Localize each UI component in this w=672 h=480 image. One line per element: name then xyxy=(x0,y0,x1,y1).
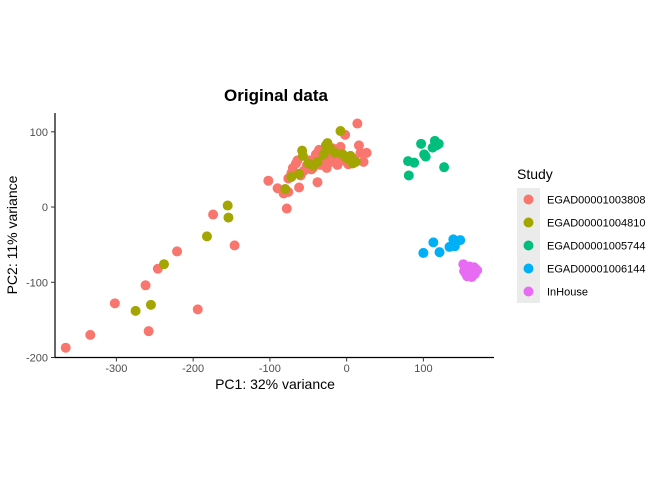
data-point xyxy=(403,170,414,181)
data-point xyxy=(281,203,292,214)
x-axis-ticks: -300 -200 -100 0 100 xyxy=(105,357,433,375)
legend-label: EGAD00001004810 xyxy=(547,218,645,230)
y-tick-label: 100 xyxy=(30,127,48,139)
legend-label: InHouse xyxy=(547,287,588,299)
data-point xyxy=(358,156,369,167)
y-axis-title: PC2: 11% variance xyxy=(4,175,20,294)
data-point xyxy=(409,157,420,168)
data-point xyxy=(294,182,305,193)
legend: EGAD00001003808 EGAD00001004810 EGAD000010… xyxy=(517,188,645,303)
x-axis-title: PC1: 32% variance xyxy=(215,376,335,392)
legend-key xyxy=(523,286,534,297)
data-point xyxy=(263,175,274,186)
data-point xyxy=(455,235,466,246)
data-point xyxy=(318,149,329,160)
series-egad00001004810 xyxy=(130,126,361,316)
data-point xyxy=(222,200,233,211)
data-point xyxy=(297,150,308,161)
data-point xyxy=(361,147,372,158)
data-point xyxy=(140,280,151,291)
data-point xyxy=(472,265,483,276)
data-point xyxy=(418,247,429,258)
x-tick-label: -100 xyxy=(259,363,281,375)
data-point xyxy=(280,183,291,194)
data-point xyxy=(353,140,364,151)
x-tick-label: 0 xyxy=(344,363,350,375)
legend-key xyxy=(523,263,534,274)
data-point xyxy=(109,298,120,309)
data-point xyxy=(434,247,445,258)
data-point xyxy=(330,147,341,158)
legend-key xyxy=(523,217,534,228)
data-point xyxy=(294,168,305,179)
data-point xyxy=(428,237,439,248)
x-tick-label: -200 xyxy=(182,363,204,375)
data-point xyxy=(416,138,427,149)
legend-label: EGAD00001003808 xyxy=(547,195,645,207)
data-point xyxy=(143,326,154,337)
data-point xyxy=(420,151,431,162)
series-inhouse xyxy=(458,259,483,283)
series-egad00001005744 xyxy=(403,135,450,181)
x-tick-label: -300 xyxy=(105,363,127,375)
data-point xyxy=(223,212,234,223)
data-point xyxy=(312,177,323,188)
plot-area xyxy=(60,118,483,353)
data-point xyxy=(312,156,323,167)
data-point xyxy=(335,126,346,137)
data-point xyxy=(433,138,444,149)
data-point xyxy=(439,162,450,173)
chart-title: Original data xyxy=(224,86,328,105)
data-point xyxy=(350,156,361,167)
data-point xyxy=(208,209,219,220)
legend-label: EGAD00001006144 xyxy=(547,264,645,276)
data-point xyxy=(60,342,71,353)
data-point xyxy=(85,329,96,340)
y-axis-ticks: -200 -100 0 100 xyxy=(26,127,55,365)
legend-key xyxy=(523,240,534,251)
legend-key xyxy=(523,194,534,205)
data-point xyxy=(158,259,169,270)
data-point xyxy=(130,305,141,316)
data-point xyxy=(192,304,203,315)
legend-label: EGAD00001005744 xyxy=(547,241,645,253)
y-tick-label: 0 xyxy=(42,202,48,214)
y-tick-label: -100 xyxy=(26,277,48,289)
data-point xyxy=(286,171,297,182)
data-point xyxy=(145,299,156,310)
legend-title: Study xyxy=(517,166,553,182)
data-point xyxy=(229,240,240,251)
series-egad00001006144 xyxy=(418,234,466,258)
data-point xyxy=(201,231,212,242)
x-tick-label: 100 xyxy=(414,363,432,375)
data-point xyxy=(352,118,363,129)
data-point xyxy=(172,246,183,257)
y-tick-label: -200 xyxy=(26,353,48,365)
